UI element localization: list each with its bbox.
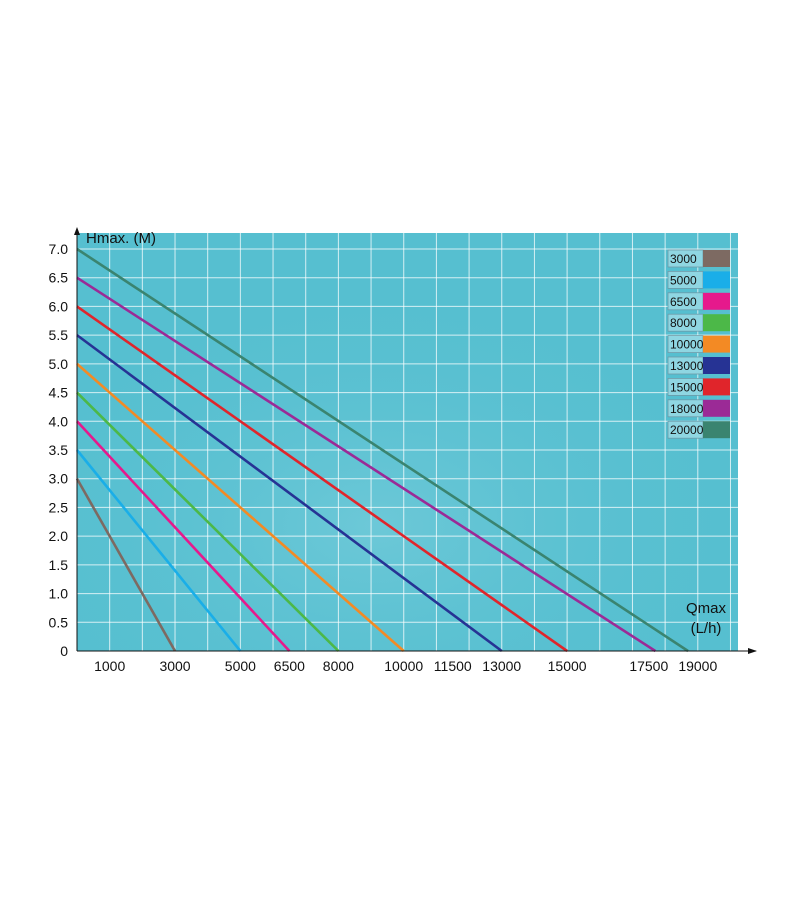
y-tick-label: 4.0 [49,413,69,429]
x-tick-label: 5000 [225,658,256,674]
y-tick-label: 0.5 [49,614,69,630]
series-line-5000 [75,449,242,652]
x-tick-label: 11500 [434,658,472,674]
y-tick-label: 0 [60,643,68,659]
y-tick-label: 7.0 [49,241,69,257]
legend-swatch [703,421,730,439]
y-tick-label: 4.5 [49,385,69,401]
y-tick-label: 6.5 [49,270,69,286]
legend-swatch [703,292,730,310]
legend-item-13000: 13000 [667,356,730,375]
y-axis-arrow [74,227,80,235]
y-tick-label: 5.5 [49,327,69,343]
x-axis-title-line-2: (L/h) [691,620,722,637]
plot-background-glow [77,233,738,651]
legend-label: 3000 [670,252,697,266]
legend-item-18000: 18000 [667,399,730,418]
legend-label: 20000 [670,423,704,437]
legend-item-20000: 20000 [667,420,730,439]
legend-item-3000: 3000 [667,249,730,268]
legend-label: 13000 [670,359,704,373]
y-axis-title: Hmax. (M) [86,230,156,247]
x-tick-label: 1000 [94,658,125,674]
legend-label: 15000 [670,380,704,394]
x-tick-label: 19000 [678,658,717,674]
y-tick-label: 3.0 [49,471,69,487]
legend-label: 8000 [670,316,697,330]
legend-swatch [703,250,730,267]
legend-item-6500: 6500 [667,292,730,311]
series-line-10000 [76,362,405,652]
legend-swatch [703,399,730,417]
tick-labels: 0 0.5 1.0 1.5 2.0 2.5 3.0 3.5 4.0 4.5 5.0 5.5 6.0 6.5… [49,241,718,674]
legend-item-8000: 8000 [667,313,730,332]
legend-label: 10000 [670,338,704,352]
series-line-13000 [76,334,503,653]
y-tick-label: 1.0 [49,586,69,602]
legend-item-10000: 10000 [667,335,730,354]
y-tick-label: 2.5 [49,499,69,515]
series-line-20000 [76,247,689,653]
legend-item-5000: 5000 [667,270,730,289]
y-tick-label: 2.0 [49,528,69,544]
legend-item-15000: 15000 [667,377,730,396]
x-axis-arrow [748,648,757,654]
x-tick-label: 10000 [384,658,423,674]
series-lines [75,247,689,653]
series-line-3000 [75,478,177,652]
series-line-18000 [76,276,657,653]
legend-swatch [703,378,730,396]
x-axis-title-line-1: Qmax [686,600,727,617]
x-tick-label: 17500 [629,658,668,674]
y-tick-label: 6.0 [49,298,69,314]
legend-swatch [703,357,730,374]
y-tick-label: 3.5 [49,442,69,458]
x-tick-label: 15000 [548,658,587,674]
x-tick-label: 13000 [482,658,521,674]
series-line-15000 [76,305,568,653]
grid [76,233,738,652]
y-tick-label: 1.5 [49,557,69,573]
legend-swatch [703,314,730,332]
legend-swatch [703,271,730,289]
x-tick-label: 6500 [274,658,305,674]
series-line-8000 [76,391,340,652]
legend-label: 18000 [670,402,704,416]
legend-label: 5000 [670,273,697,287]
x-tick-label: 3000 [159,658,190,674]
axes [74,227,757,654]
legend: 3000 5000 6500 8000 10000 13000 15000 18000 2000… [667,249,730,439]
legend-label: 6500 [670,295,697,309]
x-tick-label: 8000 [323,658,354,674]
y-tick-label: 5.0 [49,356,69,372]
legend-swatch [703,335,730,353]
series-line-6500 [76,420,291,652]
